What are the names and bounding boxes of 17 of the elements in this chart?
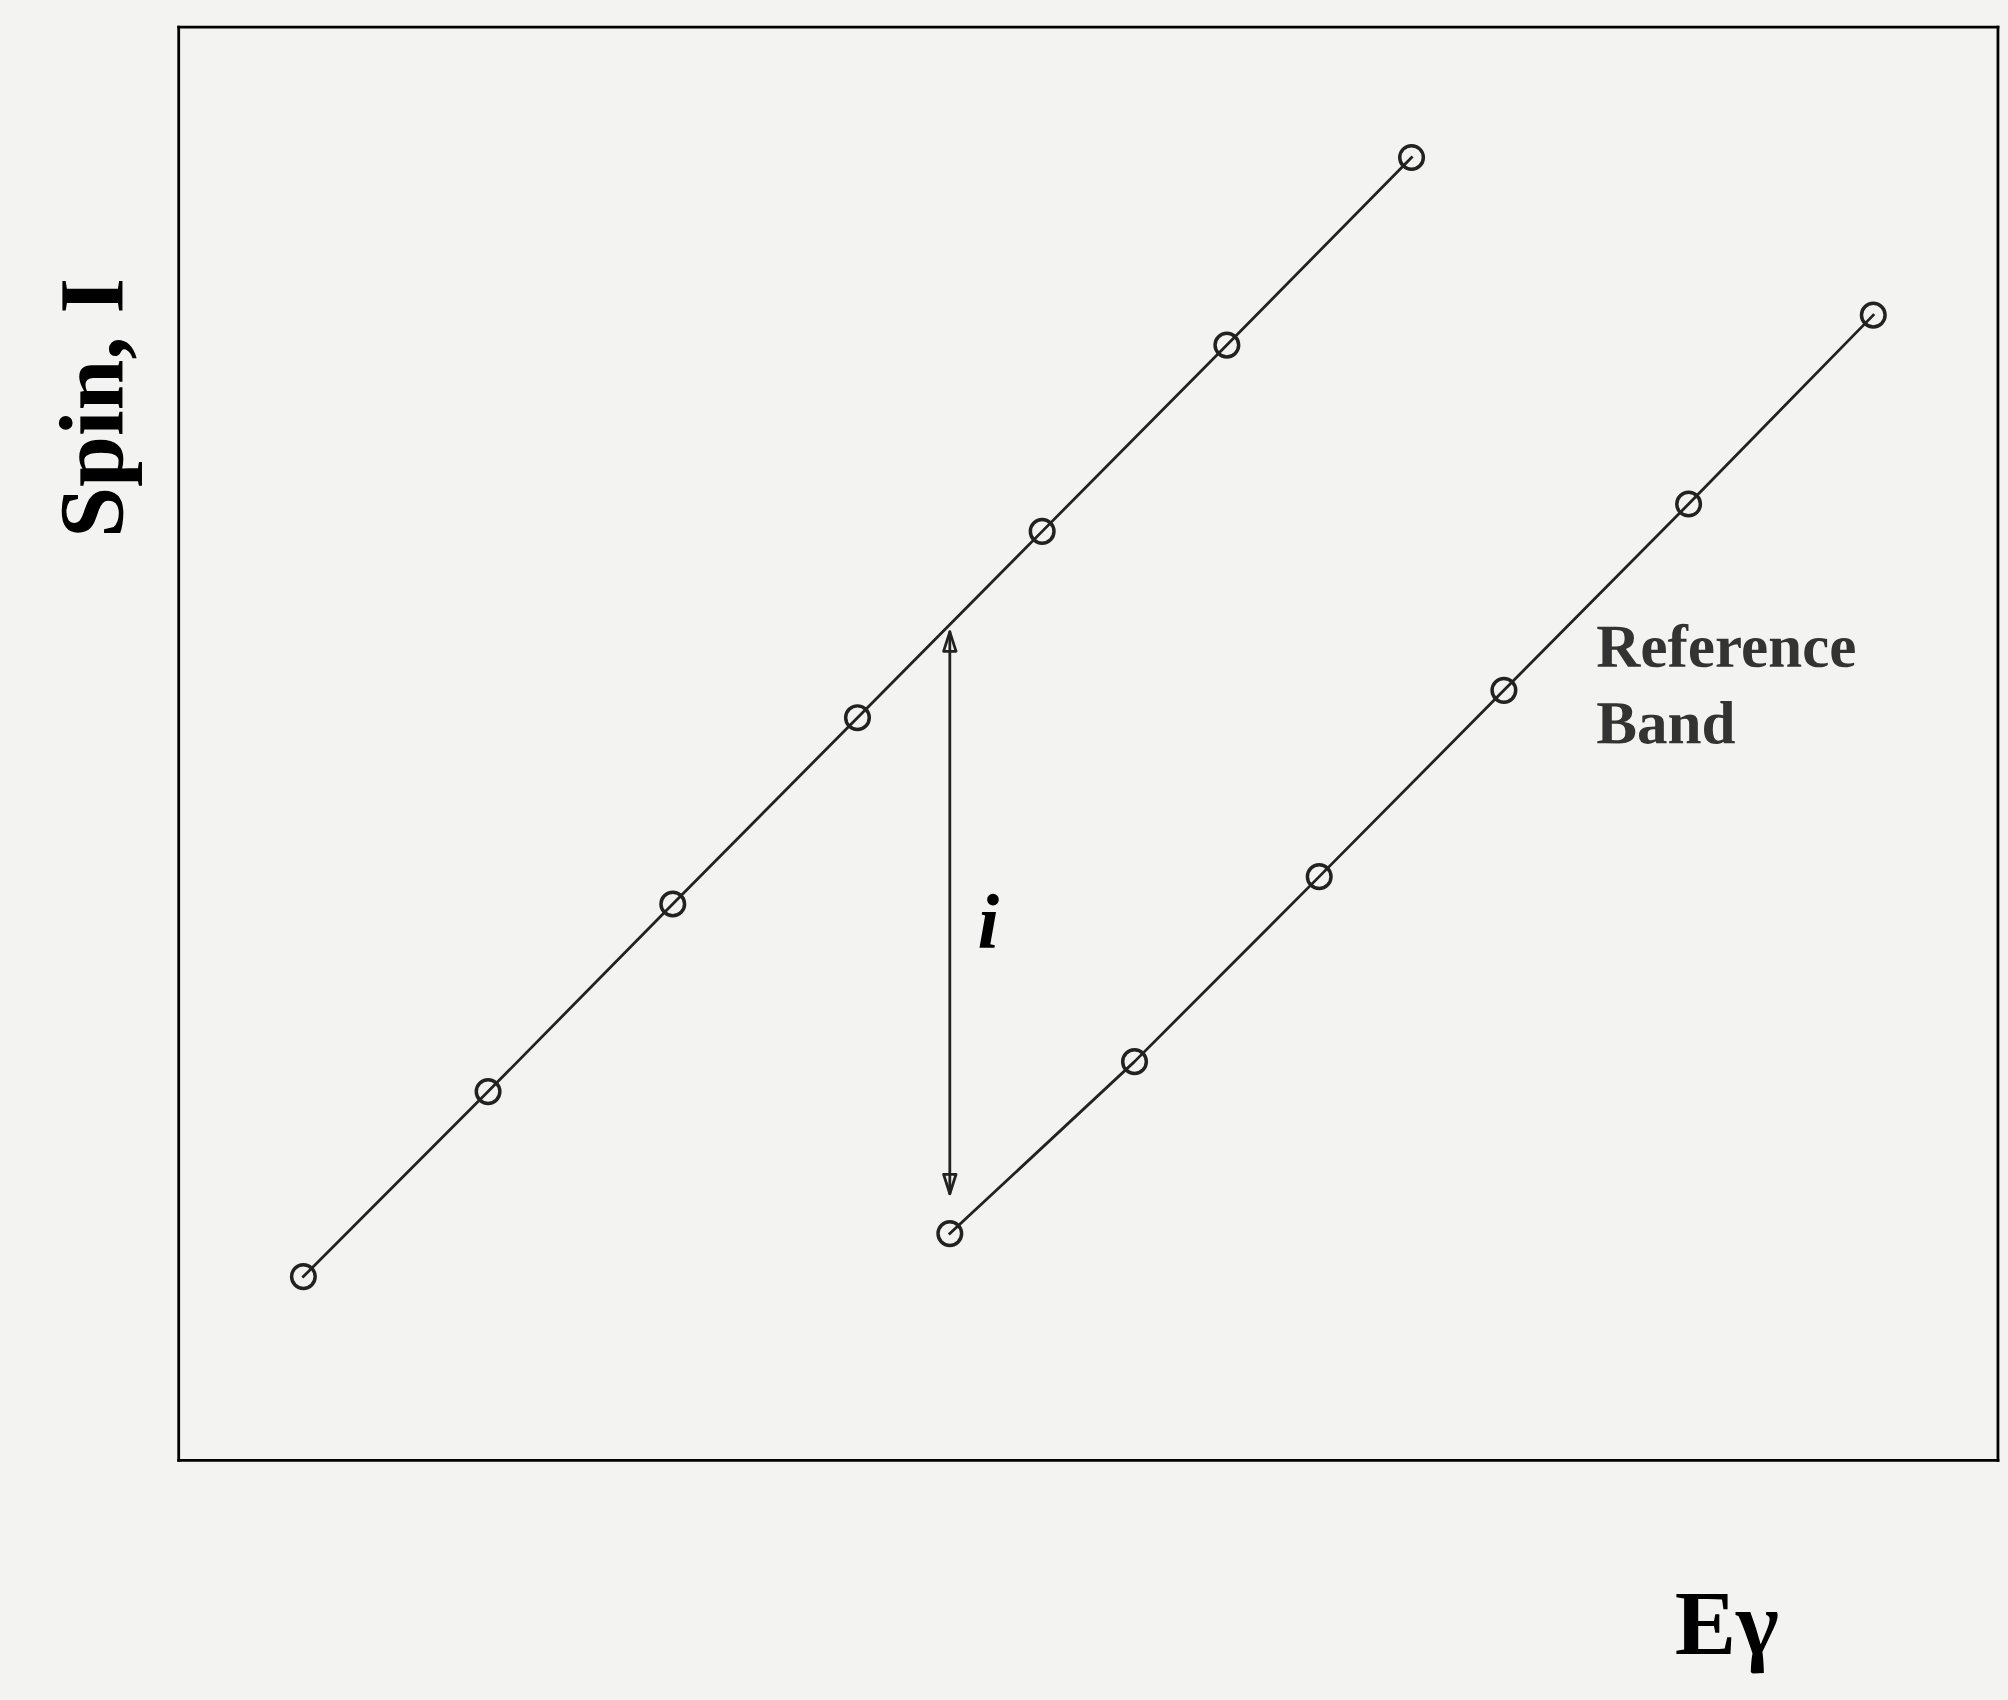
point	[1305, 863, 1333, 891]
point	[474, 1078, 502, 1106]
point	[936, 1220, 964, 1248]
point	[1675, 490, 1703, 518]
y-axis-title: Spin, I	[58, 281, 142, 534]
point	[1398, 143, 1426, 172]
point	[1213, 331, 1241, 359]
point	[843, 704, 872, 732]
series-label: Reference Band	[1597, 623, 1855, 744]
point	[1490, 676, 1518, 704]
point	[289, 1263, 317, 1291]
annotation: i	[979, 893, 999, 948]
point	[1120, 1048, 1149, 1076]
point	[659, 890, 687, 918]
point	[1028, 517, 1056, 545]
point	[1859, 301, 1887, 329]
x-axis-title: Eγ	[1676, 1594, 1778, 1674]
